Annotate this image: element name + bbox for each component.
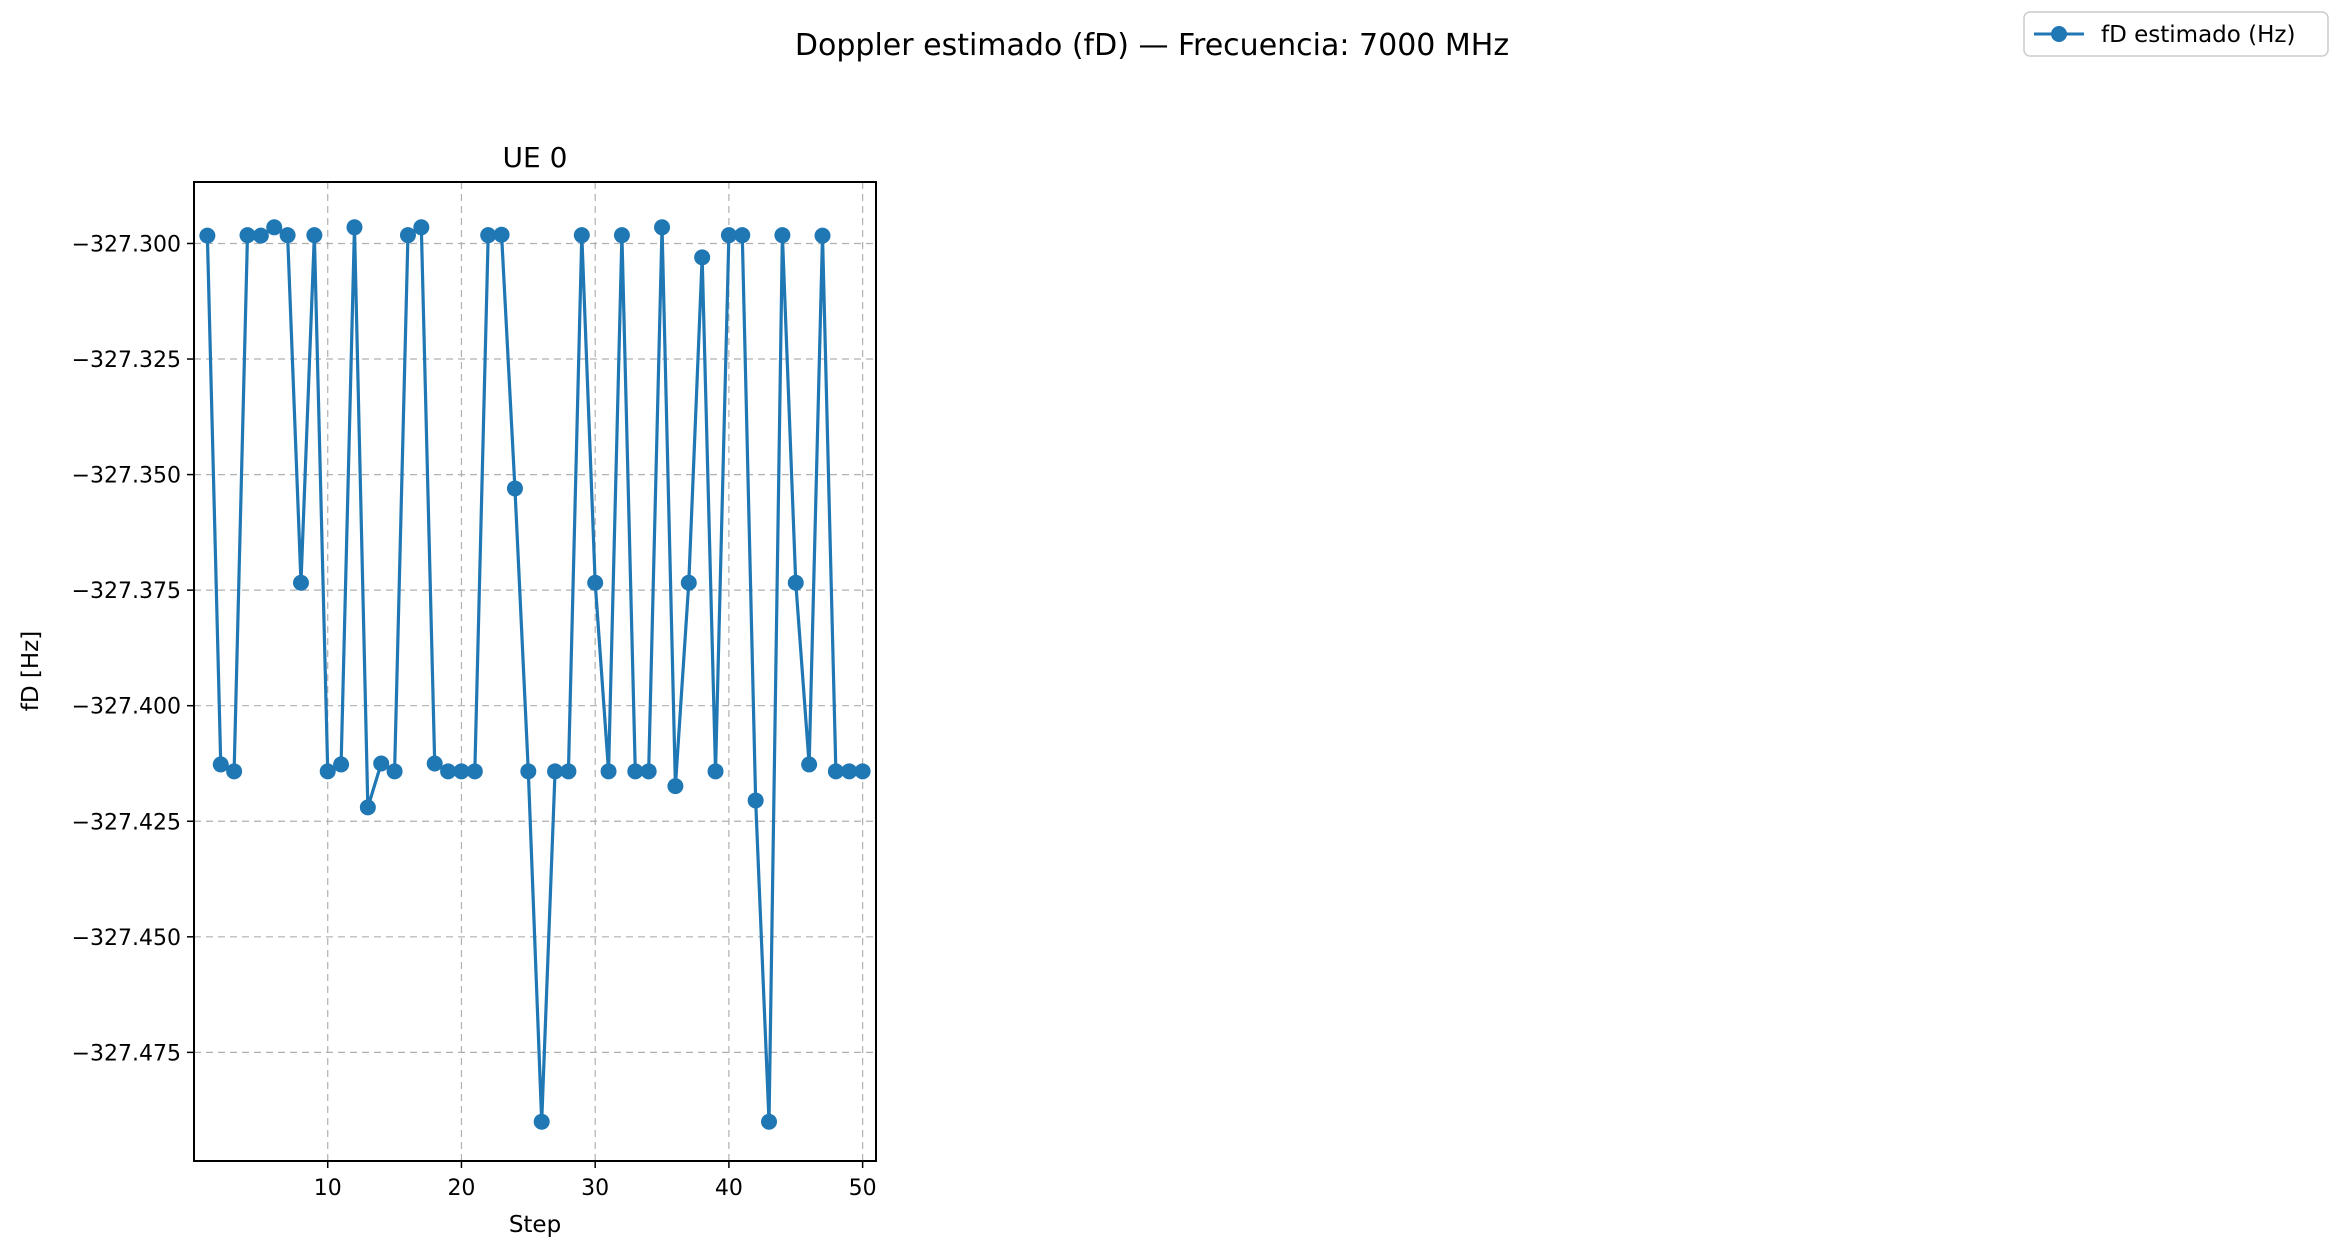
data-point <box>801 756 818 773</box>
data-point <box>279 227 296 244</box>
data-point <box>654 219 671 236</box>
legend-frame <box>2023 11 2329 57</box>
plot-frame <box>193 181 877 1162</box>
y-tick-label: −327.475 <box>72 1041 181 1066</box>
data-point <box>239 227 256 244</box>
data-point <box>333 756 350 773</box>
x-tick-label: 40 <box>715 1176 743 1201</box>
data-point <box>787 574 804 591</box>
data-point <box>814 227 831 244</box>
data-point <box>226 763 243 780</box>
series-line <box>205 225 863 1124</box>
data-point <box>774 227 791 244</box>
legend-label: fD estimado (Hz) <box>2101 22 2295 48</box>
data-point <box>680 574 697 591</box>
y-tick-label: −327.450 <box>72 926 181 951</box>
data-point <box>854 763 871 780</box>
data-point <box>413 219 430 236</box>
data-point <box>212 756 229 773</box>
ticks-layer: 10 20 30 40 50 −327.300 −327.325 −327.350 −327.3… <box>72 232 877 1201</box>
data-point <box>533 1113 550 1130</box>
data-point <box>547 763 564 780</box>
y-tick-label: −327.350 <box>72 464 181 489</box>
data-point <box>453 763 470 780</box>
data-point <box>346 219 363 236</box>
axes-title: UE 0 <box>503 141 568 174</box>
data-point <box>667 778 684 795</box>
data-point <box>600 763 617 780</box>
data-point <box>720 227 737 244</box>
y-tick-label: −327.425 <box>72 810 181 835</box>
data-point <box>466 763 483 780</box>
data-point <box>319 763 336 780</box>
data-point <box>587 574 604 591</box>
series-layer <box>199 219 871 1130</box>
x-tick-label: 20 <box>447 1176 475 1201</box>
data-point <box>399 227 416 244</box>
data-point <box>373 755 390 772</box>
data-point <box>694 249 711 266</box>
data-point <box>440 763 457 780</box>
y-tick-label: −327.400 <box>72 695 181 720</box>
legend: fD estimado (Hz) <box>2023 11 2329 57</box>
data-point <box>292 574 309 591</box>
y-axis-label: fD [Hz] <box>18 631 44 711</box>
y-tick-label: −327.375 <box>72 579 181 604</box>
data-point <box>640 763 657 780</box>
data-point <box>573 227 590 244</box>
legend-marker-sample <box>2051 26 2067 42</box>
data-point <box>266 219 283 236</box>
data-point <box>560 763 577 780</box>
data-point <box>306 227 323 244</box>
data-point <box>493 226 510 243</box>
data-point <box>747 792 764 809</box>
data-point <box>761 1113 778 1130</box>
data-point <box>841 763 858 780</box>
data-point <box>827 763 844 780</box>
figure-suptitle: Doppler estimado (fD) — Frecuencia: 7000… <box>795 28 1509 63</box>
data-point <box>359 799 376 816</box>
data-point <box>426 755 443 772</box>
x-tick-label: 10 <box>314 1176 342 1201</box>
data-point <box>613 227 630 244</box>
data-point <box>480 227 497 244</box>
y-tick-label: −327.300 <box>72 232 181 257</box>
data-point <box>707 763 724 780</box>
y-tick-label: −327.325 <box>72 348 181 373</box>
data-point <box>734 227 751 244</box>
data-point <box>627 763 644 780</box>
x-axis-label: Step <box>509 1212 561 1238</box>
x-tick-label: 30 <box>581 1176 609 1201</box>
grid-layer <box>194 182 876 1161</box>
data-point <box>386 763 403 780</box>
data-point <box>520 763 537 780</box>
data-point <box>199 227 216 244</box>
data-point <box>252 227 269 244</box>
data-point <box>506 480 523 497</box>
x-tick-label: 50 <box>849 1176 877 1201</box>
